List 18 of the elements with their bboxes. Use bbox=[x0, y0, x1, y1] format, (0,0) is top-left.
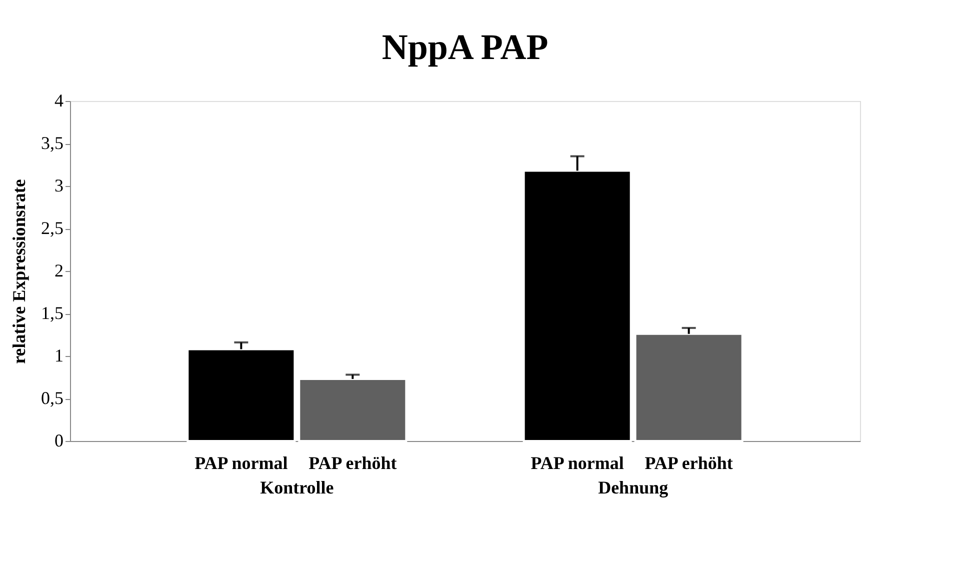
y-tick-label: 2 bbox=[54, 260, 64, 280]
chart-title: NppA PAP bbox=[382, 27, 548, 67]
y-tick-label: 4 bbox=[54, 90, 64, 110]
y-tick-label: 1 bbox=[54, 346, 64, 366]
x-tick-label: Dehnung bbox=[598, 478, 668, 498]
y-tick-label: 0,5 bbox=[41, 388, 64, 408]
series-label: PAP erhöht bbox=[308, 453, 397, 473]
text: PAP normal bbox=[530, 453, 624, 473]
y-tick-label: 0 bbox=[54, 430, 64, 450]
y-tick-label: 2,5 bbox=[41, 218, 64, 238]
y-axis-title: relative Expressionsrate bbox=[9, 179, 29, 364]
y-tick-label: 3 bbox=[54, 176, 64, 196]
y-tick-label: 3,5 bbox=[41, 133, 64, 153]
series-label: PAP normal bbox=[194, 453, 288, 473]
bar bbox=[634, 332, 744, 442]
text: PAP erhöht bbox=[644, 453, 733, 473]
x-tick-label: Kontrolle bbox=[260, 478, 334, 498]
y-tick-label: 1,5 bbox=[41, 303, 64, 323]
